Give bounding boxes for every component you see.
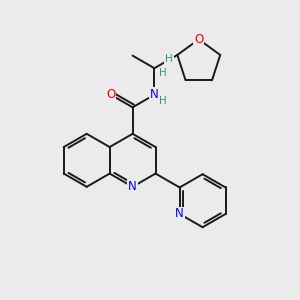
Text: H: H xyxy=(159,68,167,78)
Text: O: O xyxy=(194,33,203,46)
Text: H: H xyxy=(159,96,167,106)
Text: N: N xyxy=(150,88,159,101)
Text: N: N xyxy=(128,180,137,193)
Text: O: O xyxy=(106,88,116,101)
Text: H: H xyxy=(165,54,173,64)
Text: N: N xyxy=(175,208,184,220)
